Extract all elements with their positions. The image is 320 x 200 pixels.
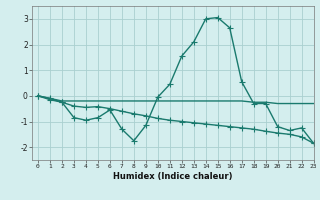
X-axis label: Humidex (Indice chaleur): Humidex (Indice chaleur) — [113, 172, 233, 181]
